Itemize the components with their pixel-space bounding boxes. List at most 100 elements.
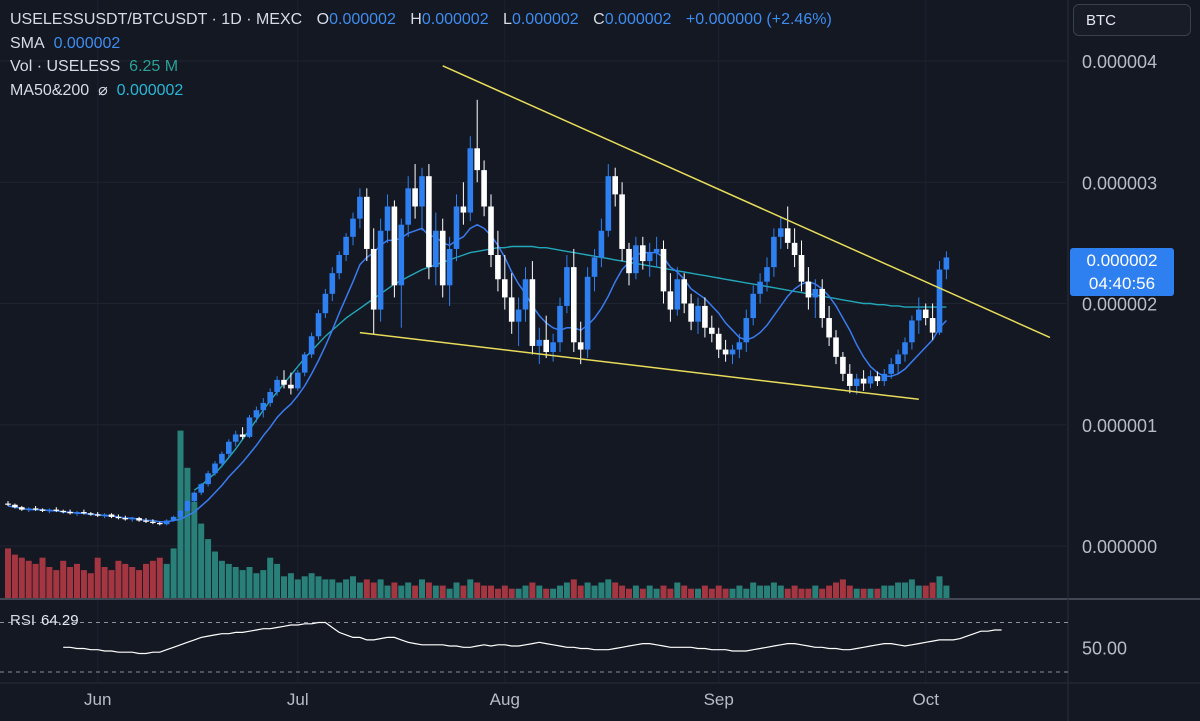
volume-bar [343,579,350,598]
volume-bar [481,585,488,598]
close-label: C [593,11,605,28]
candle-body [847,373,853,386]
volume-bar [5,548,11,598]
candle-body [433,230,439,268]
open-value: 0.000002 [329,11,396,28]
candle-body [508,297,515,322]
candle-body [522,279,529,310]
trendline-upper[interactable] [442,65,1051,339]
candle-body [301,354,308,373]
volume-bar [826,585,833,598]
candle-body [391,206,398,286]
volume-bar [25,560,32,598]
volume-bar [570,579,577,598]
volume-bar [274,563,281,598]
candle-body [474,148,480,171]
candle-body [246,417,253,437]
candle-body [412,188,418,207]
candle-body [936,269,943,333]
price-axis-label: 0.000003 [1082,173,1157,193]
volume-bar [432,585,439,598]
candle-body [157,522,163,525]
candle-body [633,245,639,274]
candle-body [660,248,667,292]
candle-body [232,434,239,442]
volume-bar [543,588,550,598]
candle-body [226,441,232,454]
candle-body [12,504,18,508]
candle-body [115,516,122,519]
candle-body [895,354,901,365]
candle-body [274,379,280,393]
sma-row[interactable]: SMA 0.000002 [10,32,832,56]
candle-body [329,273,336,294]
volume-bar [660,585,667,598]
volume-bar [494,588,501,598]
volume-bar [591,585,598,598]
candle-body [481,170,487,207]
volume-bar [908,579,915,598]
candle-body [446,248,453,286]
volume-bar [522,585,529,598]
candle-body [550,342,556,352]
candle-body [177,510,184,517]
close-value: 0.000002 [604,11,672,28]
volume-bar [922,585,929,598]
volume-bar [136,570,143,598]
volume-bar [715,585,722,598]
volume-bar [853,588,860,598]
candle-body [74,512,80,514]
volume-bar [363,579,370,598]
ma-row[interactable]: MA50&200 ⌀ 0.000002 [10,79,832,103]
volume-bar [467,579,474,598]
volume-bar [515,588,522,598]
candle-body [564,267,570,306]
candle-body [364,196,370,249]
time-axis-label: Jul [287,690,309,709]
currency-selector-button[interactable]: BTC [1073,4,1191,36]
volume-bar [232,567,239,598]
volume-bar [11,554,18,598]
volume-bar [336,582,343,598]
price-axis-label: 0.000004 [1082,52,1157,72]
candle-body [350,218,356,237]
volume-bar [846,585,853,598]
candle-body [405,188,411,225]
volume-bar [80,570,87,598]
candle-body [357,196,363,219]
candle-body [764,267,770,282]
rsi-legend[interactable]: RSI 64.29 [10,612,79,629]
volume-bar [915,585,922,598]
volume-bar [205,539,212,598]
volume-bar [777,585,784,598]
volume-bar [67,567,74,598]
candle-body [929,318,936,333]
volume-bar [122,563,129,598]
volume-bar [681,585,688,598]
candle-body [612,176,618,195]
volume-bar [18,557,25,598]
volume-bar [129,567,136,598]
candle-body [757,281,763,294]
volume-bar [619,585,626,598]
candle-body [377,230,384,310]
rsi-label: RSI [10,612,36,629]
candle-body [826,318,832,338]
symbol-title[interactable]: USELESSUSDT/BTCUSDT · 1D · MEXC [10,11,303,28]
candle-body [916,309,922,321]
volume-bar [750,582,757,598]
candle-body [253,410,260,418]
candle-body [336,255,342,274]
candle-body [184,501,191,511]
volume-bar [384,585,391,598]
volume-bar [170,548,177,598]
trendline-lower[interactable] [359,331,919,401]
candle-body [778,228,784,237]
volume-bar [391,582,398,598]
candle-body [577,342,584,350]
candle-body [853,378,860,386]
time-axis-label: Oct [912,690,939,709]
volume-row[interactable]: Vol · USELESS 6.25 M [10,55,832,79]
candle-body [239,434,246,437]
